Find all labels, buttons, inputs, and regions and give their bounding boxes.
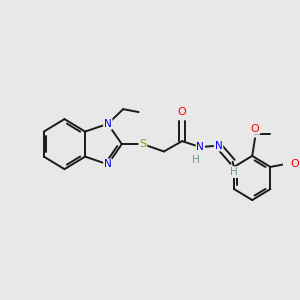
Text: H: H [230, 167, 238, 177]
Text: H: H [192, 155, 200, 165]
Text: N: N [215, 141, 222, 151]
Text: N: N [196, 142, 204, 152]
Text: N: N [104, 159, 112, 170]
Text: S: S [139, 139, 146, 149]
Text: N: N [104, 119, 112, 129]
Text: O: O [250, 124, 260, 134]
Text: O: O [290, 159, 299, 169]
Text: O: O [178, 107, 187, 117]
